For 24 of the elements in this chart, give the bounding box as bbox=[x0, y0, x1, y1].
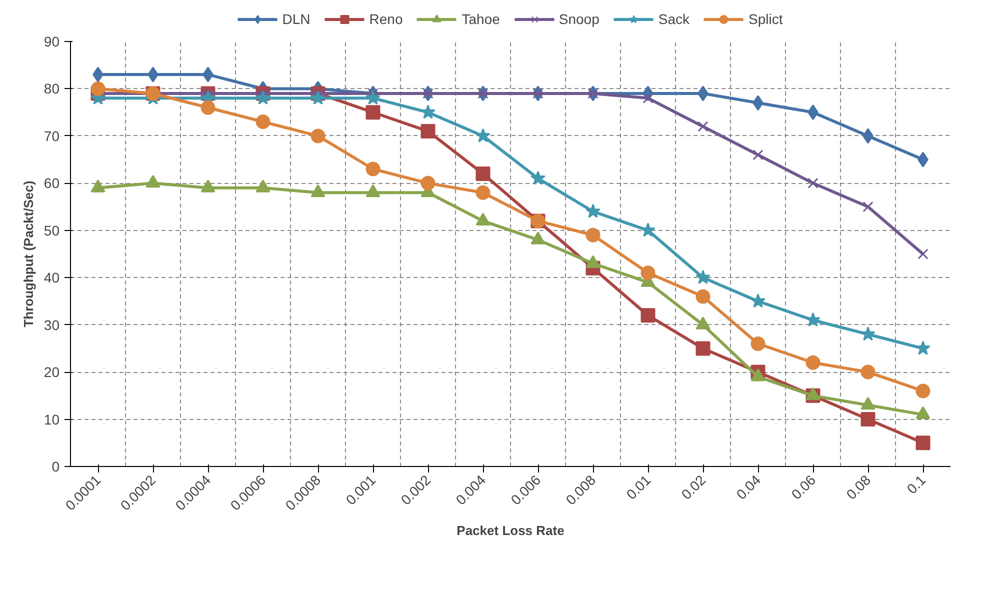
x-axis-title: Packet Loss Rate bbox=[456, 522, 564, 538]
x-tick-label: 0.08 bbox=[843, 472, 874, 502]
y-tick-label: 80 bbox=[44, 80, 60, 97]
y-tick-label: 10 bbox=[44, 411, 60, 428]
x-tick-label: 0.01 bbox=[623, 472, 654, 502]
legend-label: Snoop bbox=[558, 11, 600, 27]
y-axis-title: Throughput (Packt/Sec) bbox=[20, 180, 36, 328]
legend-label: Tahoe bbox=[462, 11, 500, 27]
legend-label: Splict bbox=[748, 11, 783, 27]
legend-label: Reno bbox=[369, 11, 403, 27]
legend-label: DLN bbox=[282, 11, 310, 27]
y-tick-label: 90 bbox=[44, 34, 60, 50]
y-tick-label: 50 bbox=[44, 222, 60, 238]
legend-label: Sack bbox=[658, 11, 690, 27]
y-tick-label: 70 bbox=[44, 128, 60, 144]
y-tick-label: 60 bbox=[44, 175, 60, 192]
x-tick-label: 0.1 bbox=[904, 472, 929, 497]
y-tick-label: 20 bbox=[44, 364, 60, 380]
x-tick-label: 0.06 bbox=[788, 472, 819, 502]
x-tick-label: 0.02 bbox=[678, 472, 709, 502]
y-tick-label: 30 bbox=[44, 316, 60, 333]
y-tick-label: 0 bbox=[52, 458, 60, 474]
x-tick-label: 0.04 bbox=[733, 472, 764, 502]
y-tick-label: 40 bbox=[44, 270, 60, 286]
